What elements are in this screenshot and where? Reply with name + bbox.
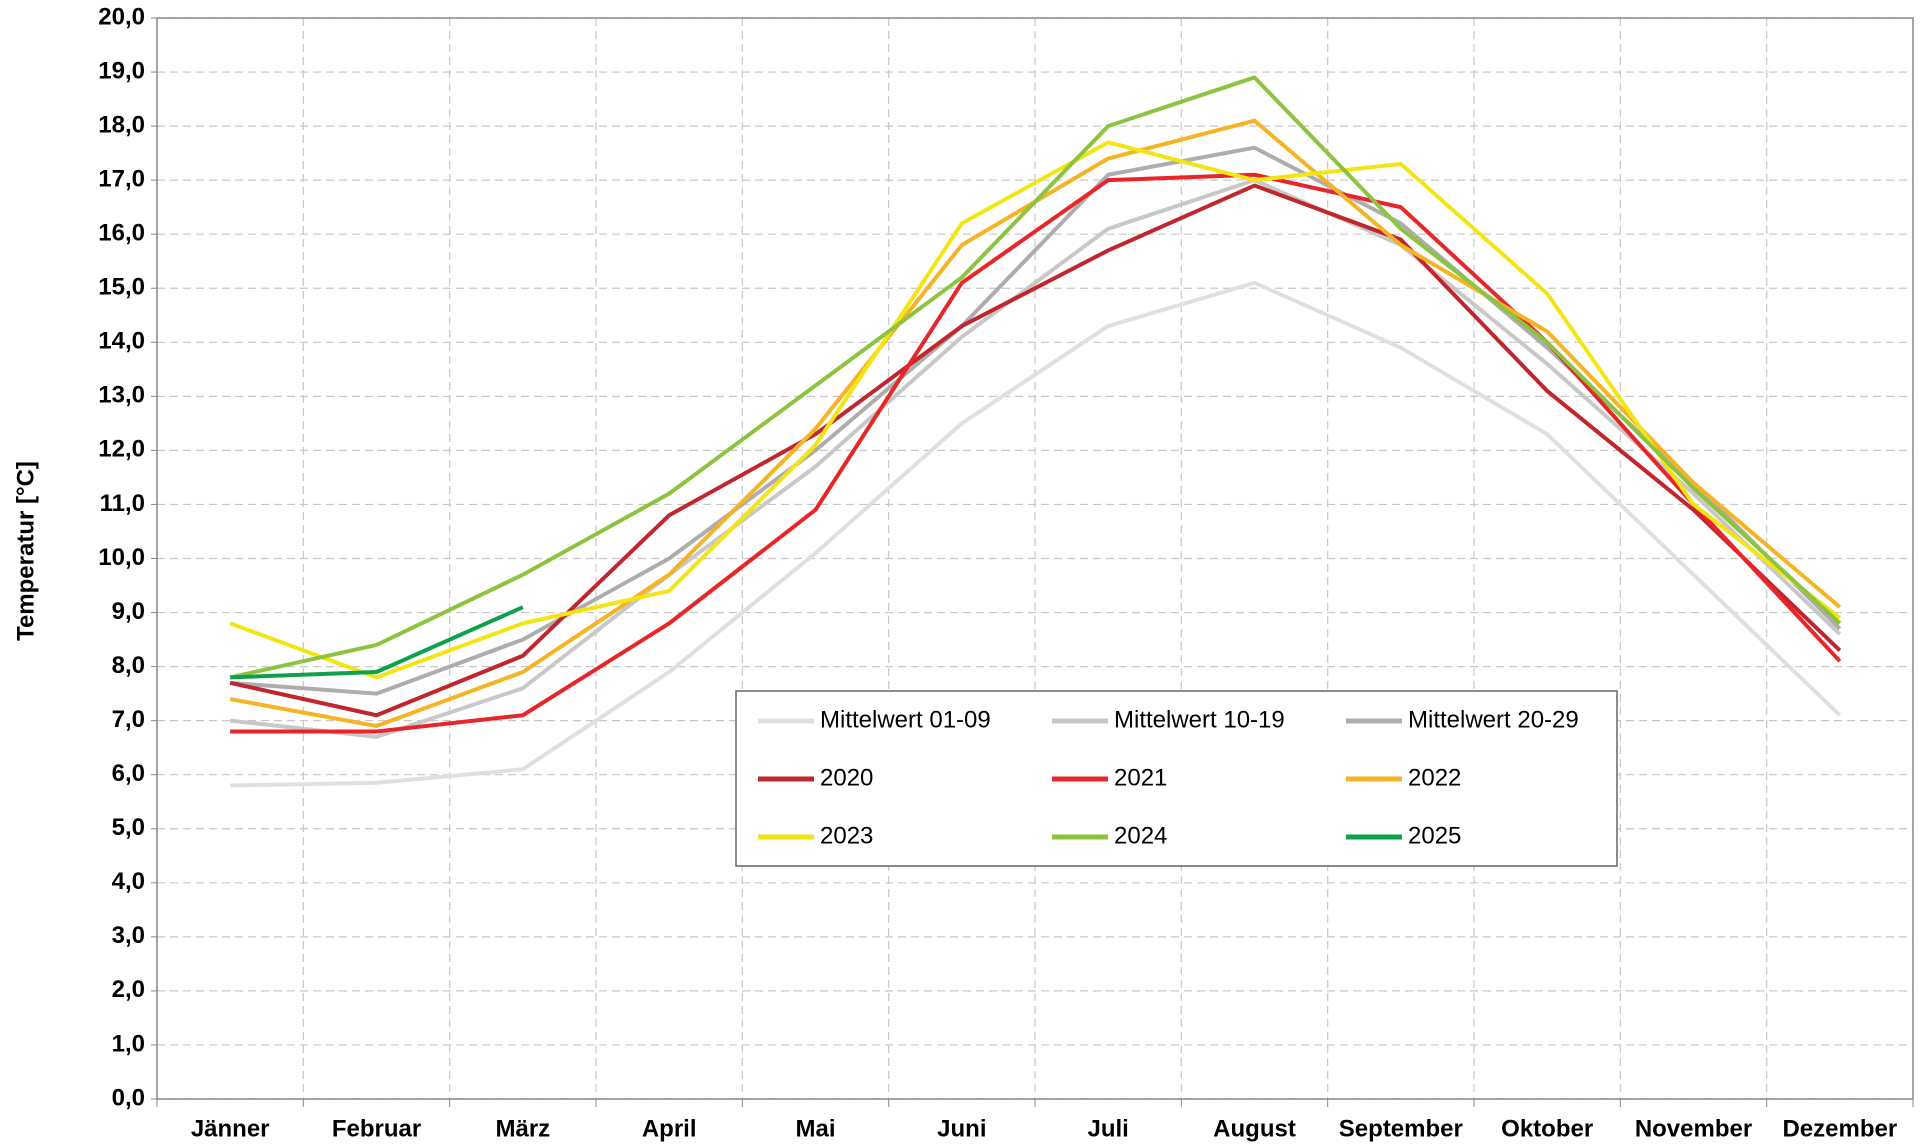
legend-label: 2024 — [1114, 822, 1167, 849]
x-tick-label: Dezember — [1782, 1115, 1897, 1142]
series-line — [229, 178, 1842, 739]
y-tick-label: 11,0 — [100, 490, 145, 517]
legend-label: Mittelwert 10-19 — [1114, 706, 1285, 733]
legend-label: 2021 — [1114, 764, 1167, 791]
legend-box — [735, 690, 1618, 867]
series-line — [230, 605, 524, 680]
y-tick-label: 4,0 — [112, 868, 145, 895]
y-tick-label: 15,0 — [98, 274, 145, 301]
y-tick-label: 0,0 — [112, 1084, 145, 1111]
y-tick-label: 10,0 — [98, 544, 145, 571]
x-tick-label: Juli — [1087, 1115, 1128, 1142]
legend-label: 2025 — [1408, 822, 1461, 849]
y-tick-label: 19,0 — [98, 57, 145, 84]
x-tick-label: April — [642, 1115, 697, 1142]
series-line — [230, 280, 1842, 788]
y-tick-label: 7,0 — [112, 706, 145, 733]
y-tick-label: 14,0 — [98, 328, 145, 355]
x-tick-label: Juni — [937, 1115, 986, 1142]
legend-label: 2023 — [820, 822, 873, 849]
x-tick-label: März — [495, 1115, 550, 1142]
x-tick-label: August — [1213, 1115, 1296, 1142]
y-tick-label: 13,0 — [98, 382, 145, 409]
legend-label: 2022 — [1408, 764, 1461, 791]
legend-label: Mittelwert 20-29 — [1408, 706, 1579, 733]
y-tick-label: 3,0 — [112, 922, 145, 949]
x-tick-label: September — [1339, 1115, 1463, 1142]
x-tick-label: Februar — [332, 1115, 421, 1142]
y-tick-label: 17,0 — [98, 165, 145, 192]
x-tick-label: Oktober — [1501, 1115, 1593, 1142]
x-tick-label: November — [1635, 1115, 1752, 1142]
y-tick-label: 9,0 — [112, 598, 145, 625]
x-tick-label: Mai — [795, 1115, 835, 1142]
y-tick-label: 20,0 — [98, 3, 145, 30]
y-tick-label: 8,0 — [112, 652, 145, 679]
y-tick-label: 12,0 — [98, 436, 145, 463]
legend-label: 2020 — [820, 764, 873, 791]
y-tick-label: 18,0 — [98, 111, 145, 138]
series-line — [229, 183, 1842, 718]
y-tick-label: 6,0 — [112, 760, 145, 787]
y-tick-label: 16,0 — [98, 220, 145, 247]
series-line — [229, 140, 1842, 680]
legend-label: Mittelwert 01-09 — [820, 706, 991, 733]
y-axis-title: Temperatur [°C] — [12, 461, 39, 641]
y-tick-label: 1,0 — [112, 1030, 145, 1057]
y-tick-label: 5,0 — [112, 814, 145, 841]
series-line — [229, 75, 1842, 680]
y-tick-label: 2,0 — [112, 976, 145, 1003]
x-tick-label: Jänner — [191, 1115, 270, 1142]
